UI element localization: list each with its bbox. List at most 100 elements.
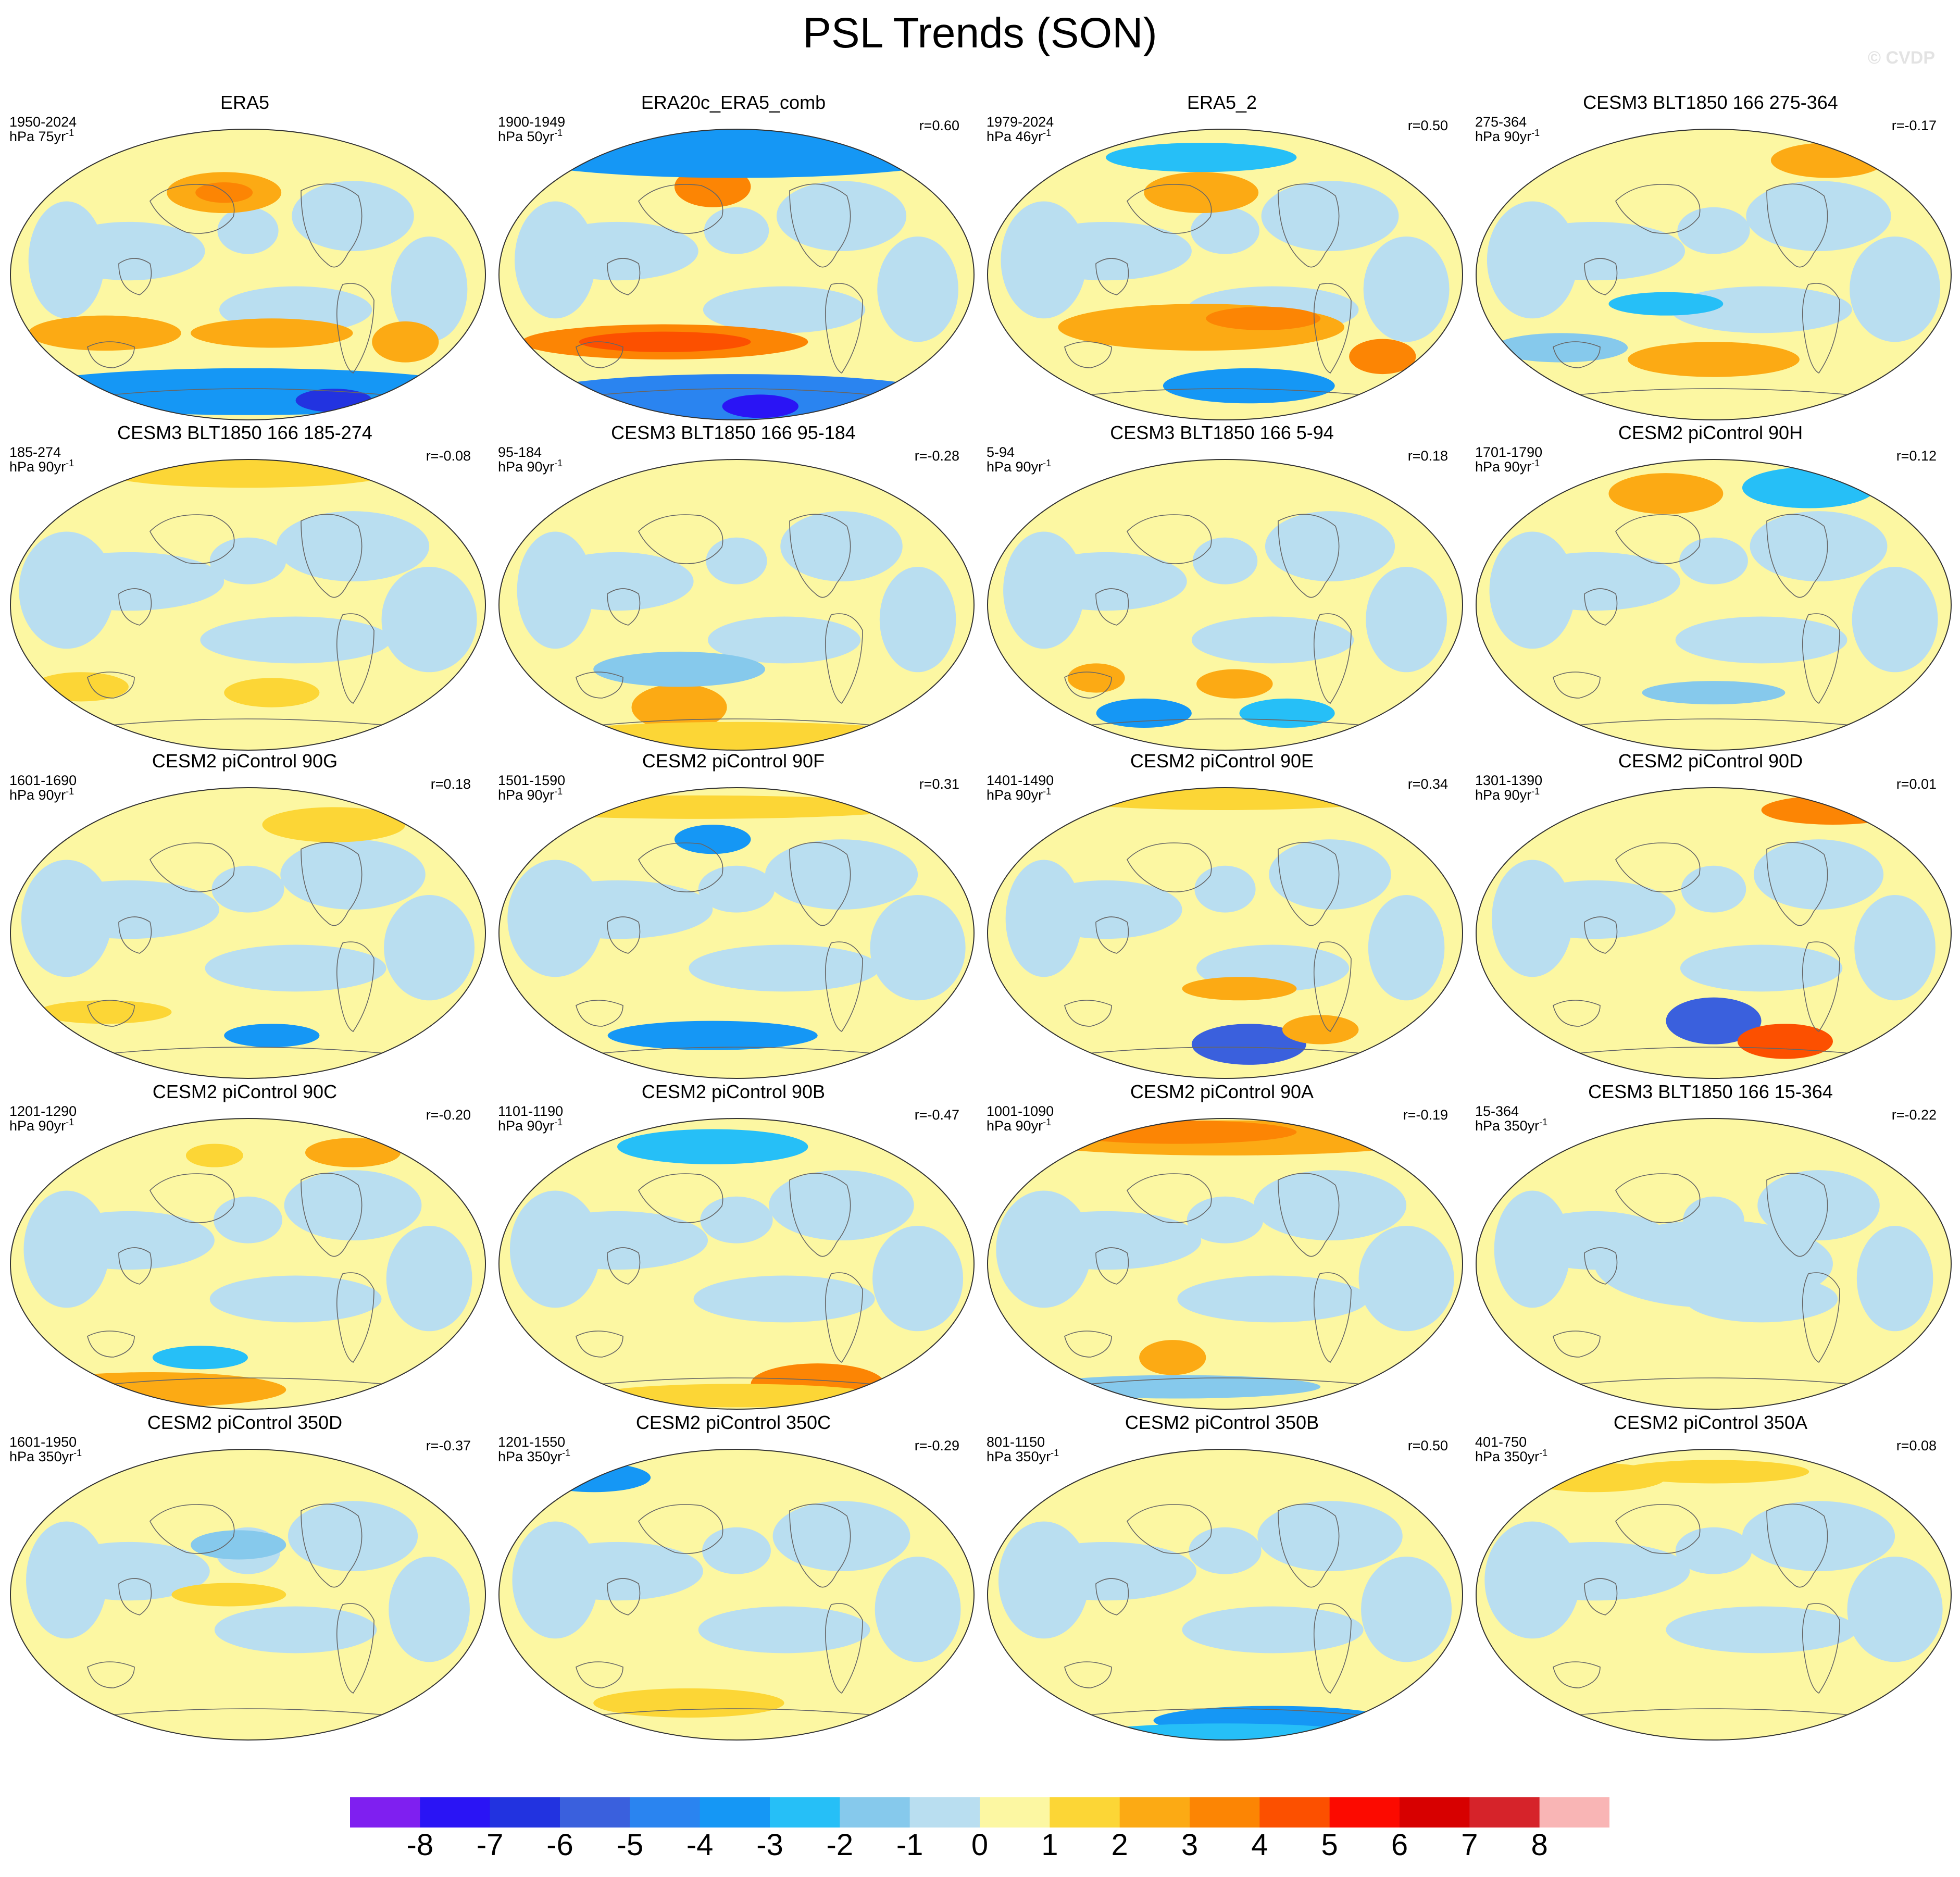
trend-region-negative [704, 207, 769, 254]
panel-units: hPa 350yr-1 [9, 1448, 82, 1464]
map-border [10, 1449, 486, 1741]
colorbar-label: 0 [971, 1828, 989, 1862]
trend-region-negative [389, 1556, 470, 1662]
coastline [576, 1000, 623, 1027]
map-panel: CESM3 BLT1850 166 5-94 5-94 hPa 90yr-1 r=0.… [977, 422, 1467, 753]
panel-correlation: r=0.31 [919, 776, 959, 792]
trend-region-negative [765, 839, 918, 910]
trend-region-negative [1850, 236, 1941, 342]
world-map [1476, 1118, 1952, 1410]
trend-region-negative [1679, 537, 1748, 585]
world-map [10, 787, 486, 1079]
coastline [638, 514, 723, 564]
trend-anomaly [224, 1024, 320, 1048]
map-panel: CESM3 BLT1850 166 15-364 15-364 hPa 350yr-… [1466, 1081, 1955, 1412]
trend-region-negative [1675, 616, 1847, 664]
map-border [498, 129, 975, 420]
world-map [1476, 787, 1952, 1079]
trend-region-negative [872, 1225, 964, 1332]
coastline [336, 941, 374, 1033]
coastline [789, 1503, 851, 1588]
panel-correlation: r=0.50 [1407, 1438, 1448, 1453]
map-panel: CESM2 piControl 350A 401-750 hPa 350yr-1 r=… [1466, 1412, 1955, 1743]
trend-anomaly [1082, 1723, 1368, 1740]
panel-correlation: r=0.50 [1407, 118, 1448, 133]
coastline [1766, 1173, 1828, 1257]
coastline [1064, 1331, 1112, 1358]
units-superscript: -1 [1531, 128, 1540, 138]
trend-region-negative [772, 1501, 910, 1572]
panel-years: 5-94 [987, 444, 1015, 460]
units-superscript: -1 [554, 1117, 563, 1127]
coastline [607, 1578, 641, 1615]
panel-years: 1101-1190 [498, 1103, 564, 1119]
trend-anomaly [372, 321, 439, 363]
coastline [1766, 1503, 1828, 1588]
coastline [1095, 916, 1129, 954]
coastline [1127, 514, 1212, 564]
colorbar-label: 3 [1181, 1828, 1199, 1862]
trend-region-negative [515, 201, 596, 319]
coastline [1766, 842, 1828, 926]
coastline [71, 718, 427, 730]
trend-anomaly [722, 394, 799, 418]
colorbar-box [980, 1797, 1050, 1828]
coastline [1584, 1578, 1618, 1615]
panel-units: hPa 90yr-1 [9, 1117, 74, 1134]
panel-units-text: hPa 90yr [498, 459, 555, 475]
panel-years: 1301-1390 [1475, 773, 1543, 788]
panel-title: ERA5_2 [1187, 92, 1257, 113]
panel-correlation: r=-0.47 [914, 1107, 959, 1123]
panel-title: CESM2 piControl 90B [641, 1081, 826, 1102]
units-superscript: -1 [1043, 128, 1052, 138]
panel-units: hPa 90yr-1 [987, 1117, 1051, 1134]
coastline [301, 1173, 363, 1257]
trend-region-negative [700, 1196, 773, 1244]
coastline [607, 258, 641, 295]
panel-title: CESM2 piControl 90G [152, 750, 338, 772]
coastline [87, 1331, 135, 1358]
trend-region-negative [288, 1501, 418, 1572]
cvdp-watermark: © CVDP [1868, 48, 1935, 68]
trend-region-negative [381, 566, 477, 673]
trend-region-negative [1194, 865, 1256, 913]
trend-region-negative [1182, 1606, 1364, 1654]
colorbar-box [1329, 1797, 1400, 1828]
colorbar-svg [350, 1797, 1610, 1828]
units-superscript: -1 [1043, 458, 1052, 468]
coastline [1064, 672, 1112, 699]
trend-region-negative [1265, 511, 1395, 582]
trend-anomaly [617, 1129, 808, 1164]
panel-units: hPa 350yr-1 [1475, 1117, 1547, 1134]
coastline [560, 1047, 915, 1058]
panel-correlation: r=0.60 [919, 118, 959, 133]
world-map [10, 129, 486, 420]
colorbar-label: 2 [1111, 1828, 1128, 1862]
trend-region-negative [507, 860, 603, 977]
trend-region-negative [200, 616, 391, 664]
world-map [10, 1118, 486, 1410]
trend-anomaly [536, 1463, 651, 1493]
world-map [10, 1449, 486, 1741]
panel-years: 1701-1790 [1475, 444, 1543, 460]
coastline [638, 184, 723, 234]
coastline [576, 1331, 623, 1358]
coastline [1537, 718, 1892, 730]
trend-region-negative [1847, 1556, 1943, 1662]
coastline [1802, 1272, 1840, 1363]
panel-years: 95-184 [498, 444, 542, 460]
trend-region-negative [1675, 1527, 1752, 1574]
panel-units: hPa 90yr-1 [1475, 458, 1540, 475]
trend-anomaly [1666, 997, 1762, 1045]
colorbar-box [490, 1797, 560, 1828]
panel-units-text: hPa 90yr [1475, 129, 1532, 144]
panel-title: CESM3 BLT1850 166 185-274 [117, 422, 372, 443]
trend-region-negative [706, 537, 767, 585]
trend-region-negative [1005, 860, 1082, 977]
world-map [498, 129, 975, 420]
map-panel: CESM2 piControl 350D 1601-1950 hPa 350yr-1… [0, 1412, 490, 1743]
panel-correlation: r=0.01 [1896, 776, 1937, 792]
world-map [987, 1449, 1463, 1741]
trend-region-negative [1746, 181, 1891, 252]
map-panel: CESM2 piControl 90D 1301-1390 hPa 90yr-1 r=… [1466, 750, 1955, 1081]
